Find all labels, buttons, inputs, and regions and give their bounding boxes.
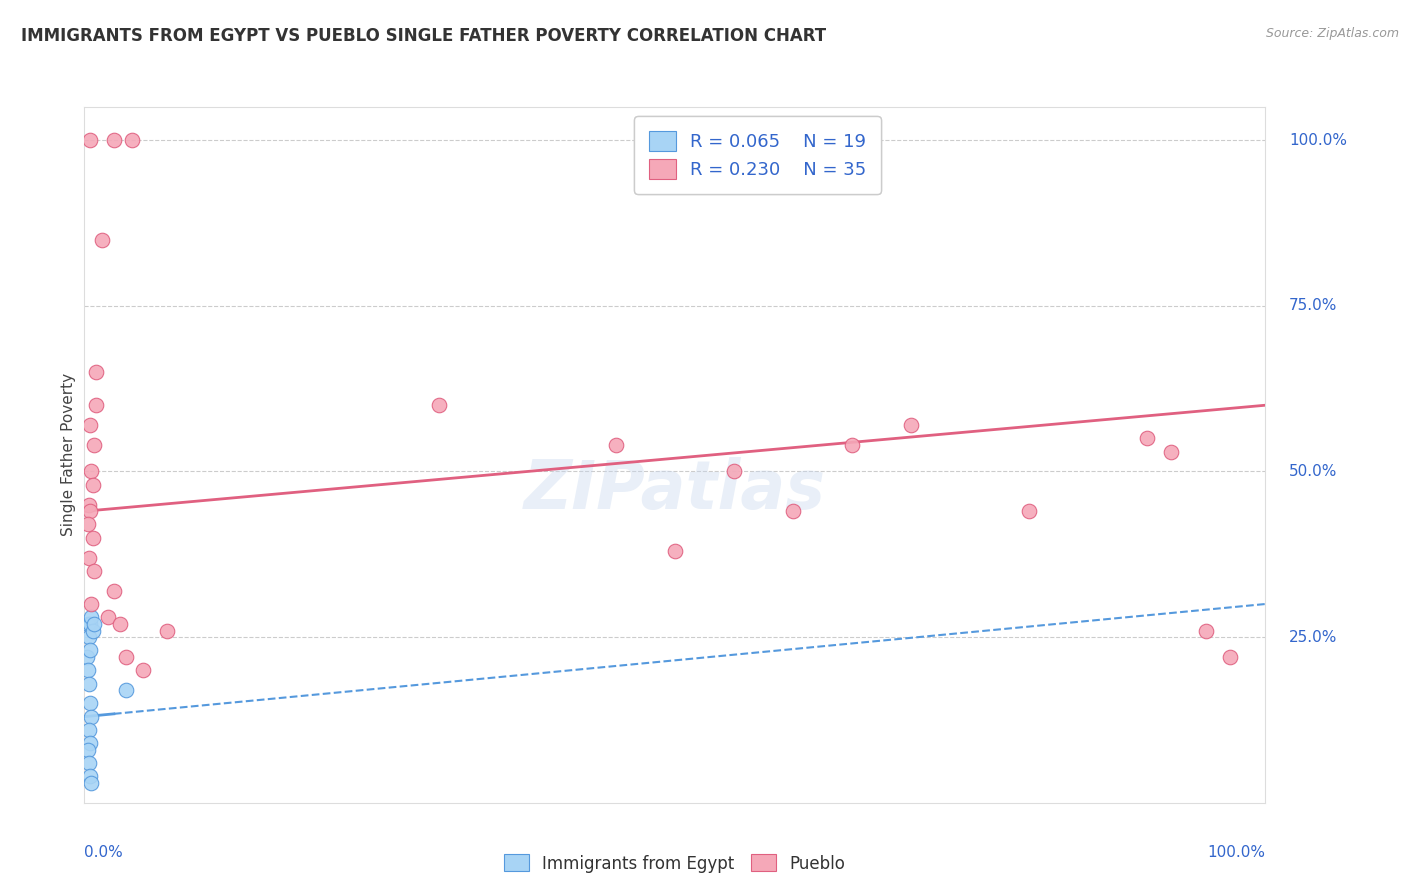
Point bbox=[1195, 624, 1218, 638]
Point bbox=[80, 709, 103, 723]
Point bbox=[82, 531, 104, 545]
Point bbox=[79, 736, 101, 750]
Y-axis label: Single Father Poverty: Single Father Poverty bbox=[60, 374, 76, 536]
Text: IMMIGRANTS FROM EGYPT VS PUEBLO SINGLE FATHER POVERTY CORRELATION CHART: IMMIGRANTS FROM EGYPT VS PUEBLO SINGLE F… bbox=[21, 27, 827, 45]
Point bbox=[900, 418, 922, 433]
Point bbox=[83, 438, 105, 452]
Point bbox=[114, 650, 136, 665]
Point bbox=[82, 624, 104, 638]
Point bbox=[80, 610, 103, 624]
Text: 25.0%: 25.0% bbox=[1289, 630, 1337, 645]
Point bbox=[132, 663, 155, 677]
Point bbox=[723, 465, 745, 479]
Point bbox=[79, 769, 101, 783]
Point bbox=[83, 564, 105, 578]
Point bbox=[114, 683, 136, 698]
Point bbox=[79, 643, 101, 657]
Point bbox=[79, 697, 101, 711]
Point bbox=[82, 477, 104, 491]
Text: 100.0%: 100.0% bbox=[1208, 845, 1265, 860]
Point bbox=[841, 438, 863, 452]
Point bbox=[77, 676, 100, 690]
Point bbox=[1018, 504, 1040, 518]
Point bbox=[84, 398, 107, 412]
Point bbox=[83, 616, 105, 631]
Point bbox=[79, 418, 101, 433]
Point bbox=[103, 133, 125, 147]
Text: 75.0%: 75.0% bbox=[1289, 298, 1337, 313]
Point bbox=[76, 650, 98, 665]
Point bbox=[156, 624, 179, 638]
Text: ZIPatlas: ZIPatlas bbox=[524, 457, 825, 523]
Legend: R = 0.065    N = 19, R = 0.230    N = 35: R = 0.065 N = 19, R = 0.230 N = 35 bbox=[634, 116, 882, 194]
Point bbox=[79, 133, 101, 147]
Text: 0.0%: 0.0% bbox=[84, 845, 124, 860]
Point bbox=[121, 133, 143, 147]
Point bbox=[97, 610, 120, 624]
Point bbox=[77, 498, 100, 512]
Legend: Immigrants from Egypt, Pueblo: Immigrants from Egypt, Pueblo bbox=[498, 847, 852, 880]
Point bbox=[77, 663, 100, 677]
Point bbox=[79, 504, 101, 518]
Point bbox=[1160, 444, 1182, 458]
Point bbox=[91, 233, 114, 247]
Point bbox=[77, 756, 100, 770]
Point bbox=[77, 630, 100, 644]
Point bbox=[77, 616, 100, 631]
Point bbox=[1219, 650, 1241, 665]
Point bbox=[80, 465, 103, 479]
Point bbox=[77, 743, 100, 757]
Point bbox=[108, 616, 131, 631]
Point bbox=[84, 365, 107, 379]
Text: 50.0%: 50.0% bbox=[1289, 464, 1337, 479]
Point bbox=[664, 544, 686, 558]
Point bbox=[1136, 431, 1159, 445]
Point bbox=[80, 597, 103, 611]
Text: Source: ZipAtlas.com: Source: ZipAtlas.com bbox=[1265, 27, 1399, 40]
Point bbox=[103, 583, 125, 598]
Point bbox=[782, 504, 804, 518]
Point bbox=[77, 550, 100, 565]
Point bbox=[80, 776, 103, 790]
Point bbox=[605, 438, 627, 452]
Point bbox=[79, 616, 101, 631]
Text: 100.0%: 100.0% bbox=[1289, 133, 1347, 148]
Point bbox=[77, 517, 100, 532]
Point bbox=[427, 398, 450, 412]
Point bbox=[77, 723, 100, 737]
